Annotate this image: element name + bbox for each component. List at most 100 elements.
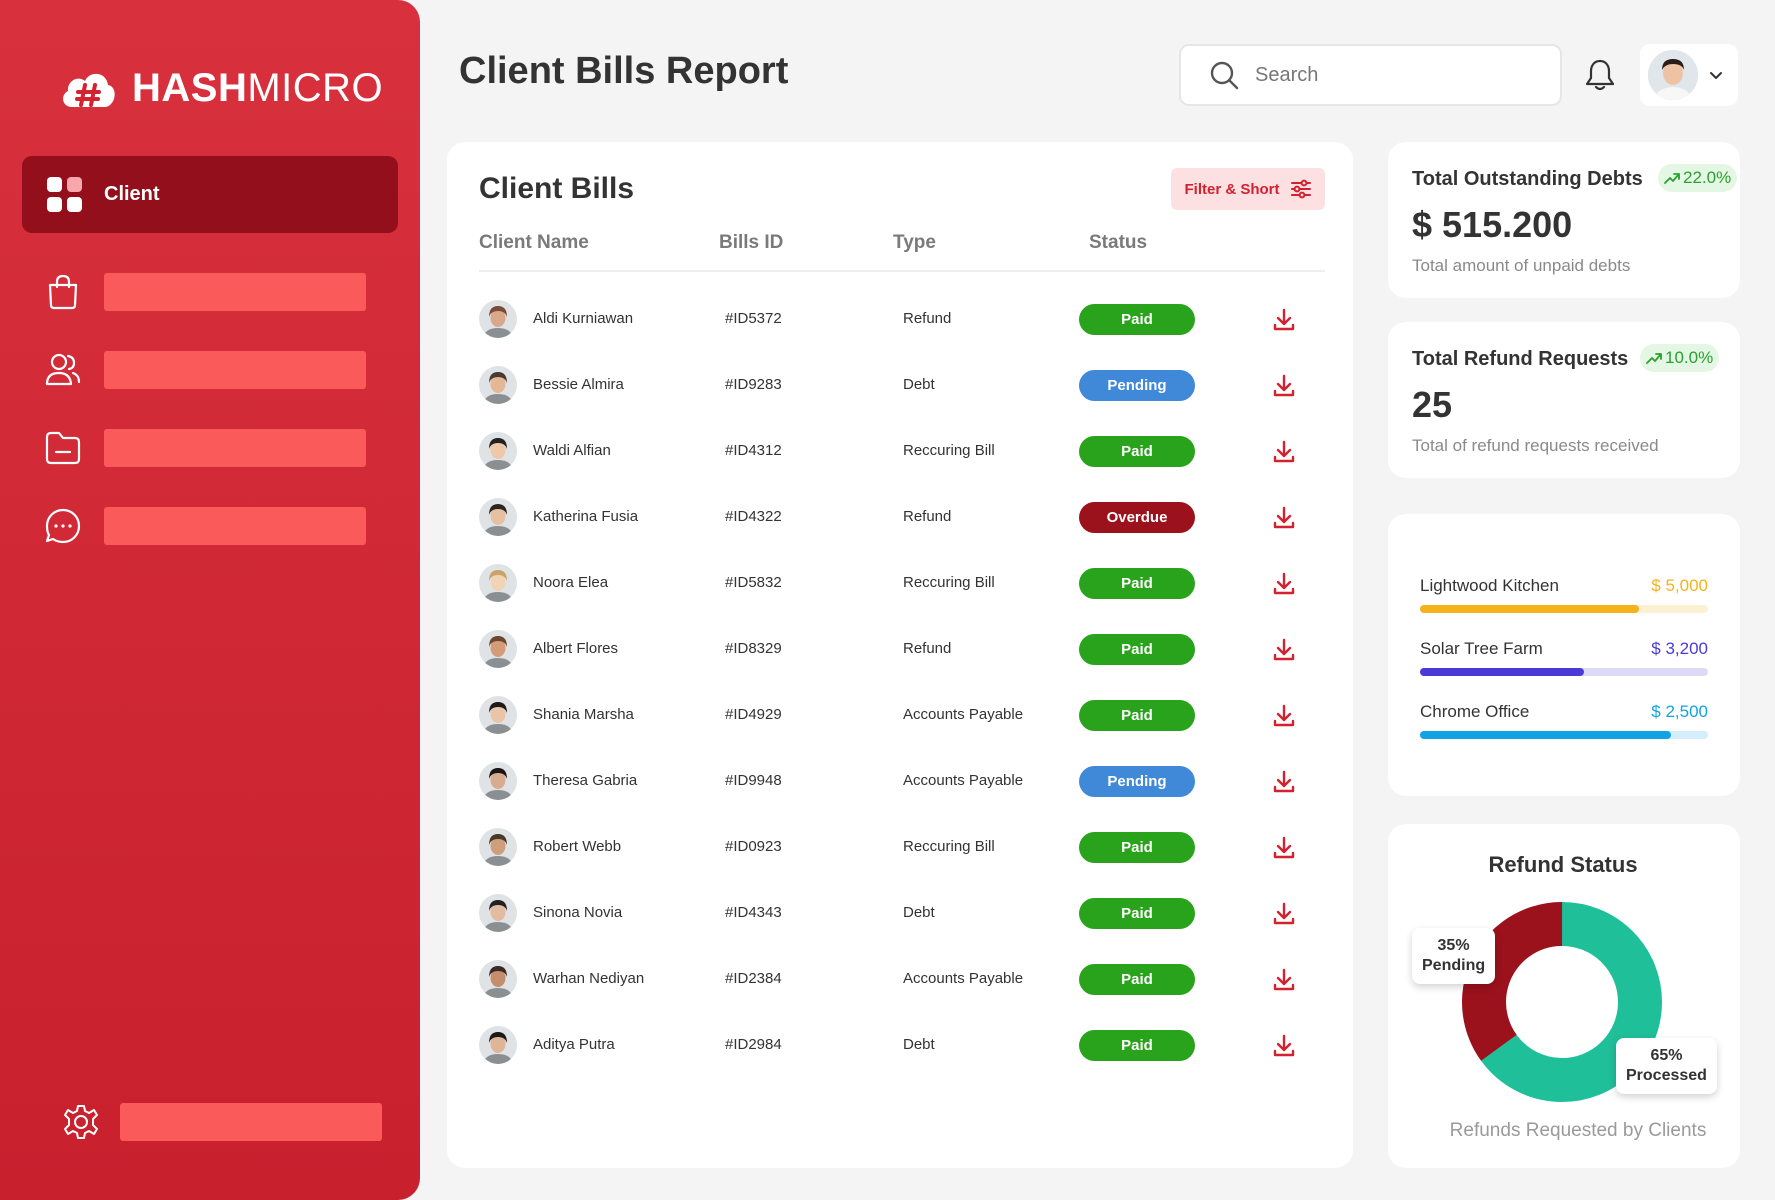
outstanding-debts-card: Total Outstanding Debts 22.0% $ 515.200 … [1388, 142, 1740, 298]
bill-id: #ID9948 [725, 772, 782, 789]
bill-id: #ID0923 [725, 838, 782, 855]
table-row[interactable]: Theresa Gabria #ID9948 Accounts Payable … [479, 750, 1325, 810]
status-badge: Paid [1079, 832, 1195, 863]
download-icon[interactable] [1271, 835, 1297, 861]
download-icon[interactable] [1271, 439, 1297, 465]
download-icon[interactable] [1271, 901, 1297, 927]
bill-id: #ID4929 [725, 706, 782, 723]
stat-description: Total amount of unpaid debts [1412, 256, 1631, 275]
filter-sort-button[interactable]: Filter & Short [1171, 168, 1325, 210]
bell-icon[interactable] [1584, 58, 1616, 92]
refund-requests-card: Total Refund Requests 10.0% 25 Total of … [1388, 322, 1740, 478]
sidebar-item-shop[interactable] [44, 272, 370, 312]
client-name: Lightwood Kitchen [1420, 576, 1559, 595]
progress-track [1420, 668, 1708, 676]
stat-value: $ 515.200 [1412, 204, 1573, 245]
sidebar-item-placeholder [104, 429, 366, 467]
download-icon[interactable] [1271, 1033, 1297, 1059]
progress-fill [1420, 731, 1671, 739]
chat-bubble-icon [45, 508, 81, 544]
sidebar-item-files[interactable] [44, 428, 370, 468]
table-divider [479, 270, 1325, 272]
download-icon[interactable] [1271, 505, 1297, 531]
download-icon[interactable] [1271, 769, 1297, 795]
bill-id: #ID2984 [725, 1036, 782, 1053]
sidebar-item-client[interactable]: Client [22, 156, 398, 233]
refund-donut-chart [1462, 902, 1662, 1103]
progress-track [1420, 731, 1708, 739]
client-name: Solar Tree Farm [1420, 639, 1543, 658]
table-row[interactable]: Warhan Nediyan #ID2384 Accounts Payable … [479, 948, 1325, 1008]
download-icon[interactable] [1271, 307, 1297, 333]
table-row[interactable]: Sinona Novia #ID4343 Debt Paid [479, 882, 1325, 942]
client-photo-icon [479, 762, 517, 800]
status-badge: Paid [1079, 568, 1195, 599]
bill-id: #ID4322 [725, 508, 782, 525]
bill-id: #ID2384 [725, 970, 782, 987]
client-avatar [479, 498, 517, 536]
table-row[interactable]: Bessie Almira #ID9283 Debt Pending [479, 354, 1325, 414]
donut-label-processed: 65% Processed [1616, 1038, 1717, 1094]
amount: $ 3,200 [1651, 639, 1708, 658]
table-row[interactable]: Aldi Kurniawan #ID5372 Refund Paid [479, 288, 1325, 348]
sidebar-item-label: Client [104, 183, 160, 205]
client-name: Albert Flores [533, 640, 619, 657]
table-row[interactable]: Shania Marsha #ID4929 Accounts Payable P… [479, 684, 1325, 744]
client-avatar [479, 366, 517, 404]
amount: $ 5,000 [1651, 576, 1708, 595]
table-row[interactable]: Noora Elea #ID5832 Reccuring Bill Paid [479, 552, 1325, 612]
download-icon[interactable] [1271, 703, 1297, 729]
sidebar-item-messages[interactable] [44, 506, 370, 546]
search-input[interactable] [1255, 63, 1535, 87]
client-photo-icon [479, 960, 517, 998]
download-icon[interactable] [1271, 373, 1297, 399]
trend-up-icon [1664, 173, 1680, 184]
card-title: Refund Status [1488, 852, 1638, 877]
client-name: Bessie Almira [533, 376, 624, 393]
trend-badge: 10.0% [1640, 344, 1720, 372]
column-header-type[interactable]: Type [893, 232, 936, 253]
progress-fill [1420, 605, 1639, 613]
table-row[interactable]: Aditya Putra #ID2984 Debt Paid [479, 1014, 1325, 1074]
client-photo-icon [479, 432, 517, 470]
client-photo-icon [479, 696, 517, 734]
sidebar-item-settings[interactable] [62, 1102, 386, 1142]
table-row[interactable]: Katherina Fusia #ID4322 Refund Overdue [479, 486, 1325, 546]
search-icon [1210, 61, 1239, 90]
client-photo-icon [479, 300, 517, 338]
client-name: Warhan Nediyan [533, 970, 645, 987]
table-row[interactable]: Robert Webb #ID0923 Reccuring Bill Paid [479, 816, 1325, 876]
sidebar-item-placeholder [104, 507, 366, 545]
status-badge: Paid [1079, 1030, 1195, 1061]
client-avatar [479, 630, 517, 668]
brand-logo[interactable]: HASHMICRO [58, 60, 383, 116]
client-photo-icon [479, 630, 517, 668]
status-badge: Paid [1079, 634, 1195, 665]
client-photo-icon [479, 564, 517, 602]
status-badge: Overdue [1079, 502, 1195, 533]
client-avatar [479, 960, 517, 998]
bill-type: Reccuring Bill [903, 442, 995, 459]
stat-value: 25 [1412, 384, 1453, 425]
table-row[interactable]: Waldi Alfian #ID4312 Reccuring Bill Paid [479, 420, 1325, 480]
table-row[interactable]: Albert Flores #ID8329 Refund Paid [479, 618, 1325, 678]
client-avatar [479, 432, 517, 470]
client-avatar [479, 894, 517, 932]
column-header-client-name[interactable]: Client Name [479, 232, 589, 253]
profile-menu[interactable] [1640, 44, 1738, 106]
column-header-status[interactable]: Status [1089, 232, 1148, 253]
download-icon[interactable] [1271, 637, 1297, 663]
download-icon[interactable] [1271, 967, 1297, 993]
column-header-bills-id[interactable]: Bills ID [719, 232, 784, 253]
search-box[interactable] [1179, 44, 1562, 106]
download-icon[interactable] [1271, 571, 1297, 597]
client-avatar [479, 696, 517, 734]
progress-fill [1420, 668, 1585, 676]
progress-track [1420, 605, 1708, 613]
folder-icon [45, 431, 81, 465]
sidebar-item-placeholder [120, 1103, 382, 1141]
stat-title: Total Refund Requests [1412, 348, 1629, 370]
sidebar-item-users[interactable] [44, 350, 370, 390]
client-bills-card: Client Bills Filter & Short Client Name … [447, 142, 1353, 1168]
bill-id: #ID4312 [725, 442, 782, 459]
